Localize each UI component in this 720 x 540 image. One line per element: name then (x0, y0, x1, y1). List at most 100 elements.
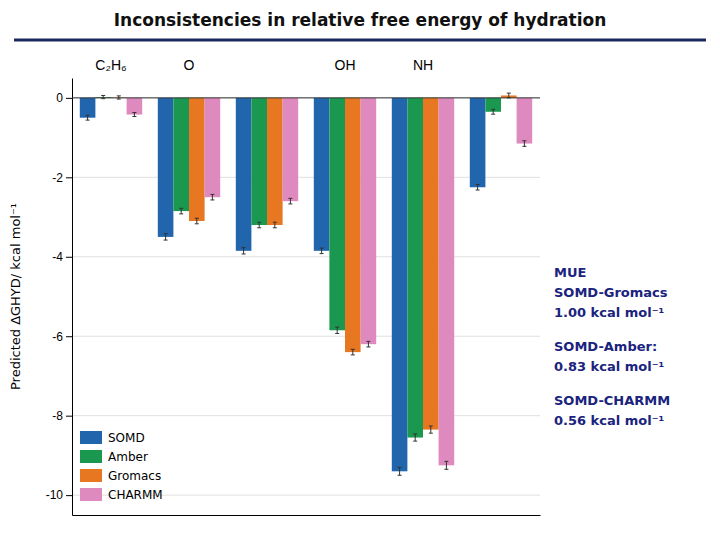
grid (72, 98, 540, 495)
legend-label: Gromacs (108, 469, 161, 483)
annotation: SOMD-Gromacs (554, 285, 668, 300)
y-tick: -4 (52, 250, 72, 264)
bar (189, 98, 205, 221)
annotation: 1.00 kcal mol⁻¹ (554, 305, 664, 320)
annotation: MUE (554, 265, 586, 280)
error-bar (164, 234, 168, 240)
grid-line (72, 336, 540, 337)
error-bar (444, 461, 448, 469)
y-tick-label: -8 (52, 409, 63, 423)
y-axis: 0 -2 -4 -6 -8 -10 (46, 79, 73, 516)
y-tick-label: -4 (52, 250, 63, 264)
annotations: MUE SOMD-Gromacs 1.00 kcal mol⁻¹ SOMD-Amber… (554, 265, 670, 428)
legend-label: SOMD (108, 431, 145, 445)
category-label: O (184, 57, 195, 73)
category-label: OH (335, 57, 356, 73)
bar (361, 98, 377, 344)
error-bar (179, 208, 183, 214)
y-tick-mark (66, 495, 72, 496)
error-bar (320, 248, 324, 254)
bar (251, 98, 267, 225)
error-bar (366, 341, 370, 347)
bar (392, 98, 408, 471)
plot: 0 -2 -4 -6 -8 -10 C₂H₆ O OH NH SOMD Amber Gromacs CHA… (46, 57, 541, 516)
annotation: 0.83 kcal mol⁻¹ (554, 359, 664, 374)
category-tick: O (184, 57, 195, 73)
legend-item: Amber (80, 450, 148, 464)
category-axis: C₂H₆ O OH NH (95, 57, 433, 73)
bar (345, 98, 361, 352)
legend-item: CHARMM (80, 488, 163, 502)
series (127, 98, 533, 465)
y-tick-mark (66, 177, 72, 178)
x-axis (73, 515, 541, 516)
y-tick-label: -6 (52, 330, 63, 344)
error-bars (101, 95, 495, 441)
bar (283, 98, 299, 201)
title-rule (14, 39, 706, 42)
y-tick: -10 (46, 488, 72, 502)
bar (267, 98, 283, 225)
error-bars (117, 93, 511, 433)
title: Inconsistencies in relative free energy … (114, 10, 607, 30)
legend-label: Amber (108, 450, 148, 464)
error-bar (351, 349, 355, 355)
bar (517, 98, 533, 144)
marks (72, 93, 540, 475)
legend: SOMD Amber Gromacs CHARMM (80, 431, 163, 502)
y-tick: -6 (52, 330, 72, 344)
legend-item: Gromacs (80, 469, 161, 483)
category-tick: C₂H₆ (95, 57, 126, 73)
bar (158, 98, 174, 237)
category-tick: NH (413, 57, 433, 73)
bar (80, 98, 96, 118)
bar (314, 98, 330, 251)
category-label: NH (413, 57, 433, 73)
category-label: C₂H₆ (95, 57, 126, 73)
error-bar (242, 248, 246, 254)
error-bar (132, 113, 136, 117)
legend-swatch (80, 469, 102, 482)
error-bars (132, 113, 526, 470)
y-tick-mark (66, 336, 72, 337)
error-bars (86, 115, 480, 475)
error-bar (398, 467, 402, 475)
y-tick-mark (66, 257, 72, 258)
error-bar (491, 109, 495, 114)
annotation: SOMD-CHARMM (554, 393, 670, 408)
error-bar (86, 115, 90, 120)
zero-line (72, 97, 540, 98)
y-tick: -8 (52, 409, 72, 423)
x-axis-line (73, 515, 541, 516)
grid-line (72, 256, 540, 257)
y-tick-mark (66, 98, 72, 99)
error-bar (476, 184, 480, 190)
error-bar (413, 434, 417, 441)
grid-line (72, 415, 540, 416)
y-tick: -2 (52, 171, 72, 185)
error-bar (273, 222, 277, 228)
y-tick-mark (66, 416, 72, 417)
bar (329, 98, 345, 330)
y-axis-line (72, 79, 73, 516)
bar (236, 98, 252, 251)
bar (407, 98, 423, 438)
bar (470, 98, 486, 187)
y-tick-label: -10 (46, 488, 64, 502)
error-bar (210, 194, 214, 200)
error-bar (335, 327, 339, 333)
annotation: 0.56 kcal mol⁻¹ (554, 413, 664, 428)
error-bar (522, 141, 526, 147)
bar (439, 98, 455, 465)
error-bar (507, 93, 511, 98)
y-tick: 0 (56, 91, 72, 105)
error-bar (195, 218, 199, 224)
bar (205, 98, 221, 197)
bar (423, 98, 439, 430)
bar (173, 98, 189, 211)
y-tick-label: -2 (52, 171, 63, 185)
y-axis-title: Predicted ΔGHYD/ kcal mol⁻¹ (8, 203, 23, 390)
annotation: SOMD-Amber: (554, 339, 657, 354)
error-bar (257, 222, 261, 228)
legend-item: SOMD (80, 431, 145, 445)
